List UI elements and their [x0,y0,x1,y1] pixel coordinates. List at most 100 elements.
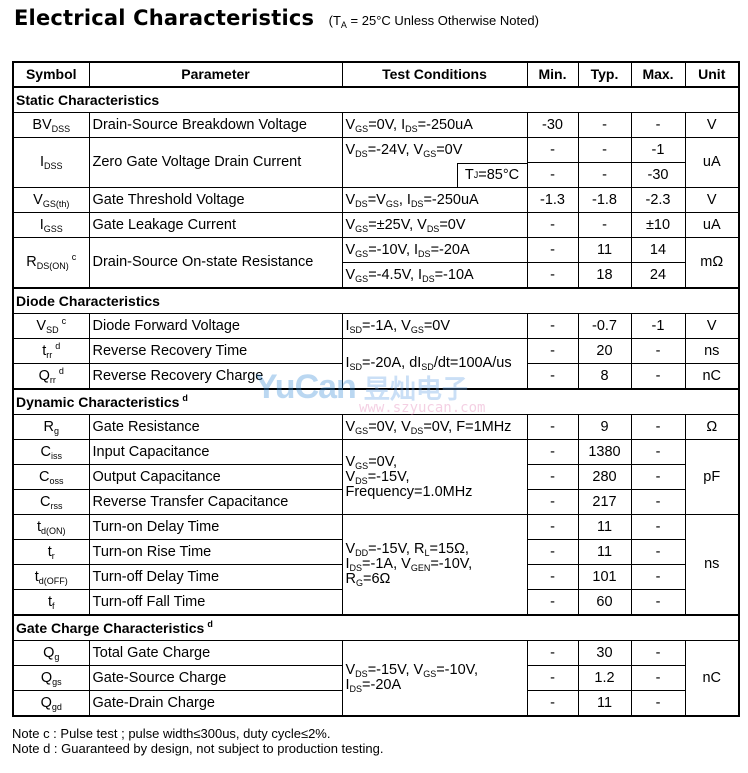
min-cell: - [526,589,579,616]
typ-cell: 18 [577,262,632,289]
header-row: Symbol Parameter Test Conditions Min. Ty… [12,61,740,88]
symbol-cell: VGS(th) [12,187,90,213]
symbol-cell: BVDSS [12,112,90,138]
symbol-cell: Coss [12,464,90,490]
min-cell: - [526,539,579,565]
parameter-cell: Reverse Recovery Time [88,338,343,364]
table-row: trrd Reverse Recovery Time ISD=-20A, dISD/… [12,338,740,390]
symbol-cell: Crss [12,489,90,515]
min-cell: - [526,690,579,717]
max-cell: ±10 [630,212,686,238]
min-cell: - [526,414,579,440]
symbol-cell: Rg [12,414,90,440]
symbol-cell: Qrrd [12,363,90,390]
test-condition-cell: VGS=±25V, VDS=0V [341,212,528,238]
typ-cell: - [577,212,632,238]
max-cell: - [630,414,686,440]
table-row: VGS=-4.5V, IDS=-10A -18 24 [13,262,739,289]
unit-cell: uA [684,137,740,188]
typ-cell: 11 [577,690,632,717]
parameter-cell: Reverse Transfer Capacitance [88,489,343,515]
test-condition-cell: ISD=-1A, VGS=0V [341,313,528,339]
min-cell: - [526,262,579,289]
test-condition-cell: VGS=0V, VDS=-15V, Frequency=1.0MHz [341,439,528,515]
test-condition-cell: VGS=0V, IDS=-250uA [341,112,528,138]
max-cell: -1 [630,137,686,163]
parameter-cell: Diode Forward Voltage [88,313,343,339]
parameter-cell: Gate Resistance [88,414,343,440]
typ-cell: - [577,137,632,163]
max-cell: - [630,338,686,364]
section-title: Gate Charge Characteristics d [12,614,740,641]
header-symbol: Symbol [12,61,90,88]
table-row: Ciss Input Capacitance VGS=0V, VDS=-15V, Fre… [12,439,740,515]
parameter-cell: Reverse Recovery Charge [88,363,343,390]
symbol-cell: tr [12,539,90,565]
min-cell: - [526,137,579,163]
symbol-cell: Qgd [12,690,90,717]
header-unit: Unit [684,61,740,88]
unit-cell: ns [684,514,740,616]
header-parameter: Parameter [88,61,343,88]
typ-cell: 30 [577,640,632,666]
typ-cell: -1.8 [577,187,632,213]
test-condition-cell: VDD=-15V, RL=15Ω, IDS=-1A, VGEN=-10V, RG=6… [341,514,528,616]
table-row: IGSS Gate Leakage Current VGS=±25V, VDS=0V… [12,212,740,238]
max-cell: -1 [630,313,686,339]
max-cell: -2.3 [630,187,686,213]
test-condition-cell: VGS=0V, VDS=0V, F=1MHz [341,414,528,440]
min-cell: -1.3 [526,187,579,213]
test-condition-cell: VGS=-4.5V, IDS=-10A [341,262,528,289]
typ-cell: 11 [577,539,632,565]
max-cell: - [630,539,686,565]
symbol-cell: trrd [12,338,90,364]
min-cell: - [526,564,579,590]
table-row: tf Turn-off Fall Time -60- [12,589,739,616]
table-row: td(ON) Turn-on Delay Time VDD=-15V, RL=15Ω… [12,514,740,616]
symbol-cell: RDS(ON)c [12,237,90,289]
page-title: Electrical Characteristics (TA = 25°C Un… [14,6,539,30]
table-row: VSDc Diode Forward Voltage ISD=-1A, VGS=0V… [12,313,740,339]
test-condition-cell: ISD=-20A, dISD/dt=100A/us [341,338,528,390]
symbol-cell: td(ON) [12,514,90,540]
header-min: Min. [526,61,579,88]
parameter-cell: Input Capacitance [88,439,343,465]
parameter-cell: Drain-Source On-state Resistance [88,237,343,289]
max-cell: - [630,690,686,717]
min-cell: - [526,665,579,691]
section-row: Dynamic Characteristics d [12,388,740,415]
max-cell: - [630,439,686,465]
max-cell: - [630,112,686,138]
parameter-cell: Gate-Drain Charge [88,690,343,717]
table-row: Crss Reverse Transfer Capacitance -217- [12,489,739,515]
min-cell: - [526,313,579,339]
table-row: VGS(th) Gate Threshold Voltage VDS=VGS, ID… [12,187,740,213]
symbol-cell: IGSS [12,212,90,238]
min-cell: - [526,212,579,238]
note-d: Note d : Guaranteed by design, not subje… [12,741,384,756]
table-row: Coss Output Capacitance -280- [12,464,739,490]
parameter-cell: Turn-off Fall Time [88,589,343,616]
max-cell: - [630,665,686,691]
typ-cell: - [577,162,632,188]
header-typ: Typ. [577,61,632,88]
test-condition-cell: VDS=-15V, VGS=-10V, IDS=-20A [341,640,528,717]
min-cell: - [526,162,579,188]
typ-cell: 8 [577,363,632,390]
test-condition-cell: T J =85°C [341,162,528,188]
test-condition-cell: VDS=VGS, IDS=-250uA [341,187,528,213]
test-condition-cell: VDS=-24V, VGS=0V [341,137,528,163]
symbol-cell: td(OFF) [12,564,90,590]
typ-cell: -0.7 [577,313,632,339]
typ-cell: 9 [577,414,632,440]
max-cell: - [630,489,686,515]
parameter-cell: Zero Gate Voltage Drain Current [88,137,343,188]
parameter-cell: Output Capacitance [88,464,343,490]
junction-temp-condition: T J =85°C [456,162,527,187]
min-cell: - [526,640,579,666]
parameter-cell: Total Gate Charge [88,640,343,666]
table-row: Qgd Gate-Drain Charge -11- [12,690,739,717]
min-cell: - [526,514,579,540]
unit-cell: nC [684,363,740,390]
max-cell: - [630,363,686,390]
